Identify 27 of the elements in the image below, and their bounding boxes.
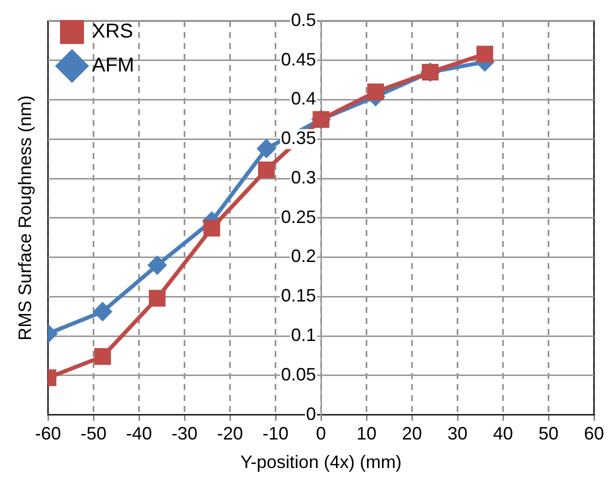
x-tick-label: 50: [538, 424, 559, 444]
y-tick-label: 0.3: [290, 167, 316, 188]
x-axis-title: Y-position (4x) (mm): [240, 452, 402, 472]
y-tick-label: 0.4: [290, 88, 316, 109]
y-tick-label: 0.45: [280, 49, 316, 70]
x-tick-label: -40: [126, 424, 152, 444]
x-tick-label: -30: [171, 424, 198, 444]
x-tick-label: 20: [402, 424, 422, 444]
x-tick-label: 60: [584, 424, 604, 444]
y-tick-label: 0.15: [280, 286, 316, 306]
x-tick-label: -60: [34, 424, 62, 444]
y-axis-title: RMS Surface Roughness (nm): [14, 95, 35, 340]
y-tick-label: 0.35: [280, 128, 316, 148]
legend-label: AFM: [92, 54, 134, 77]
y-tick-label: 0.25: [280, 206, 316, 227]
x-tick-label: -20: [216, 424, 244, 444]
y-tick-label: 0.1: [290, 325, 316, 346]
x-tick-label: 40: [492, 424, 514, 444]
y-tick-label: 0: [306, 404, 316, 424]
legend-label: XRS: [92, 20, 134, 43]
x-tick-label: 30: [447, 424, 468, 444]
y-tick-label: 0.5: [290, 10, 316, 30]
x-tick-label: -50: [80, 424, 107, 444]
x-tick-label: -10: [262, 424, 289, 444]
x-tick-label: 10: [356, 424, 377, 444]
y-tick-label: 0.05: [280, 364, 316, 384]
y-tick-label: 0.2: [290, 246, 316, 266]
